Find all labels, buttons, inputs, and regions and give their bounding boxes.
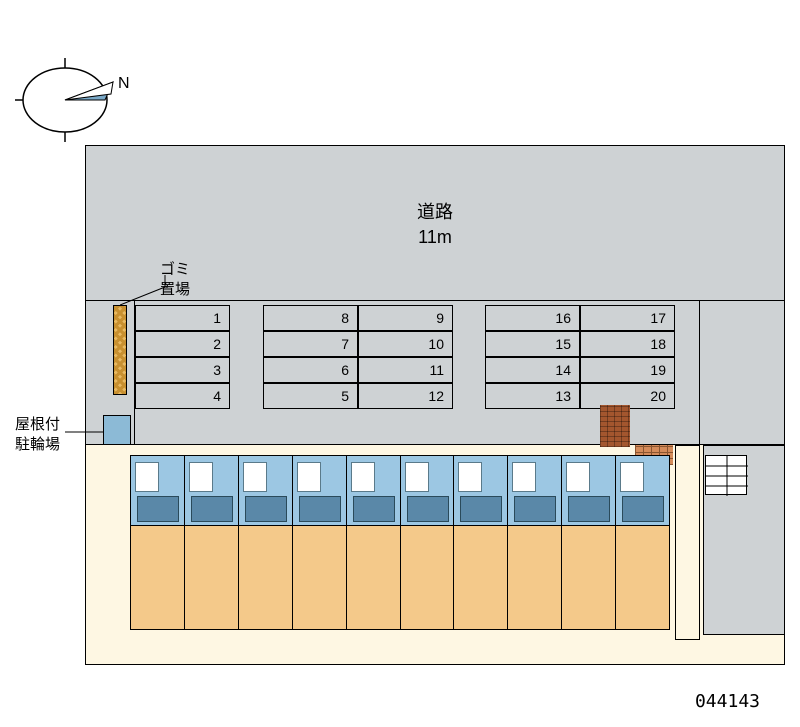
parking-space: 6 bbox=[263, 357, 358, 383]
apartment-unit bbox=[239, 456, 293, 629]
unit-wet-area bbox=[185, 456, 238, 526]
road-label: 道路 11m bbox=[85, 200, 785, 250]
compass: N bbox=[15, 50, 135, 150]
apartment-unit bbox=[562, 456, 616, 629]
bike-parking-box bbox=[103, 415, 131, 445]
unit-wet-area bbox=[401, 456, 454, 526]
unit-wet-area bbox=[293, 456, 346, 526]
parking-space: 17 bbox=[580, 305, 675, 331]
bike-text-1: 屋根付 bbox=[15, 416, 60, 433]
unit-living-area bbox=[562, 526, 615, 629]
unit-living-area bbox=[454, 526, 507, 629]
road-text-1: 道路 bbox=[417, 202, 453, 222]
apartment-unit bbox=[185, 456, 239, 629]
apartment-unit bbox=[293, 456, 347, 629]
parking-space: 12 bbox=[358, 383, 453, 409]
unit-living-area bbox=[347, 526, 400, 629]
unit-wet-area bbox=[347, 456, 400, 526]
apartment-unit bbox=[616, 456, 669, 629]
parking-space: 5 bbox=[263, 383, 358, 409]
unit-wet-area bbox=[239, 456, 292, 526]
apartment-unit bbox=[347, 456, 401, 629]
unit-living-area bbox=[185, 526, 238, 629]
parking-space: 8 bbox=[263, 305, 358, 331]
unit-wet-area bbox=[562, 456, 615, 526]
parking-space: 11 bbox=[358, 357, 453, 383]
unit-living-area bbox=[131, 526, 184, 629]
parking-space: 18 bbox=[580, 331, 675, 357]
apartment-unit bbox=[508, 456, 562, 629]
compass-icon: N bbox=[15, 50, 135, 150]
unit-living-area bbox=[508, 526, 561, 629]
corridor-strip bbox=[675, 445, 700, 640]
parking-space: 19 bbox=[580, 357, 675, 383]
parking-area-right bbox=[700, 300, 785, 445]
apartment-unit bbox=[131, 456, 185, 629]
bike-parking-label: 屋根付 駐輪場 bbox=[15, 415, 60, 454]
parking-space: 9 bbox=[358, 305, 453, 331]
apartment-unit bbox=[454, 456, 508, 629]
unit-wet-area bbox=[616, 456, 669, 526]
parking-space: 4 bbox=[135, 383, 230, 409]
parking-space: 16 bbox=[485, 305, 580, 331]
parking-space: 10 bbox=[358, 331, 453, 357]
unit-wet-area bbox=[454, 456, 507, 526]
plan-id: 044143 bbox=[695, 691, 760, 712]
apartment-unit bbox=[401, 456, 455, 629]
road-text-2: 11m bbox=[418, 227, 452, 247]
unit-wet-area bbox=[508, 456, 561, 526]
brick-path-upper bbox=[600, 405, 630, 447]
parking-space: 15 bbox=[485, 331, 580, 357]
parking-space: 13 bbox=[485, 383, 580, 409]
unit-living-area bbox=[401, 526, 454, 629]
parking-space: 3 bbox=[135, 357, 230, 383]
unit-wet-area bbox=[131, 456, 184, 526]
parking-space: 2 bbox=[135, 331, 230, 357]
unit-living-area bbox=[239, 526, 292, 629]
apartment-units-row bbox=[130, 455, 670, 630]
bike-text-2: 駐輪場 bbox=[15, 436, 60, 453]
site-plan: 道路 11m ゴミ置場 屋根付 駐輪場 12348765910111216151… bbox=[85, 145, 785, 665]
parking-space: 1 bbox=[135, 305, 230, 331]
parking-space: 7 bbox=[263, 331, 358, 357]
gomi-box bbox=[113, 305, 127, 395]
compass-label: N bbox=[118, 75, 130, 92]
parking-space: 14 bbox=[485, 357, 580, 383]
stair-icon bbox=[706, 456, 748, 496]
unit-living-area bbox=[293, 526, 346, 629]
stair-box bbox=[705, 455, 747, 495]
unit-living-area bbox=[616, 526, 669, 629]
